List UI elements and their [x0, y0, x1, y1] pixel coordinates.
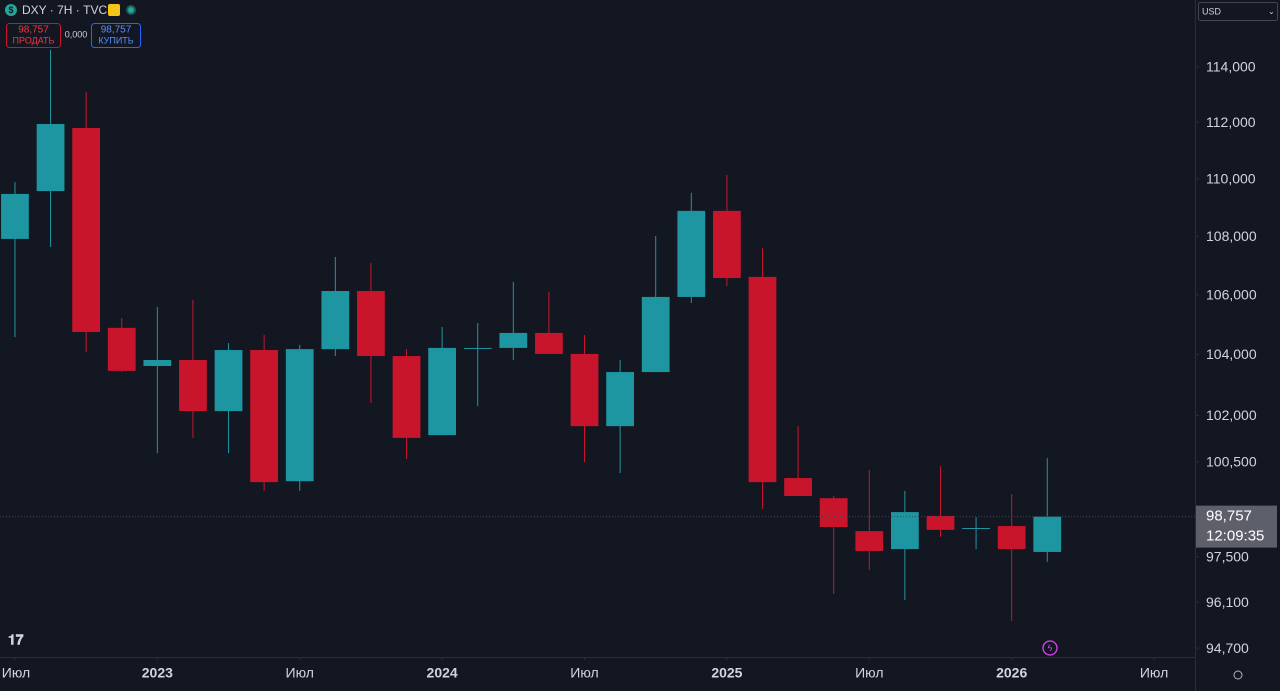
candle-body	[926, 515, 955, 530]
symbol-icon	[5, 4, 17, 16]
candle-body	[143, 359, 172, 367]
sell-button[interactable]	[6, 23, 61, 48]
y-tick-label: 112,000	[1206, 114, 1256, 130]
tv-logo: 𝟏𝟕	[8, 632, 24, 648]
status-dot-inner	[128, 7, 134, 13]
x-tick-label: 2025	[711, 665, 742, 681]
lightning-icon[interactable]	[1042, 640, 1058, 656]
x-tick-label: Июл	[1140, 665, 1168, 681]
x-tick-label: 2024	[427, 665, 458, 681]
candle-body	[357, 291, 385, 357]
x-tick-label: 2026	[996, 665, 1027, 681]
symbol-title: DXY · 7Н · TVC	[22, 3, 107, 17]
countdown: 12:09:35	[1206, 528, 1264, 545]
candle-body	[819, 498, 848, 528]
sell-label: ПРОДАТЬ	[13, 35, 55, 45]
y-tick-label: 102,000	[1206, 407, 1257, 423]
candle-body	[214, 350, 243, 412]
y-tick-label: 114,000	[1206, 59, 1256, 75]
candle-body	[1033, 516, 1062, 552]
y-tick-label: 110,000	[1206, 171, 1256, 187]
settings-icon[interactable]	[1233, 670, 1243, 680]
x-tick-label: Июл	[855, 665, 883, 681]
candle-body	[641, 296, 670, 373]
candle-body	[179, 359, 207, 412]
x-tick-label: Июл	[570, 665, 598, 681]
x-tick-label: 2023	[142, 665, 173, 681]
x-tick-label: Июл	[2, 665, 30, 681]
currency: USD	[1202, 6, 1222, 16]
candle-body	[428, 347, 457, 436]
candle-body	[784, 478, 812, 496]
candle-body	[499, 332, 528, 348]
y-tick-label: 106,000	[1206, 287, 1257, 303]
y-tick-label: 104,000	[1206, 346, 1257, 362]
buy-label: КУПИТЬ	[98, 35, 133, 45]
candle-body	[36, 124, 65, 192]
candle-body	[321, 291, 350, 350]
candle-body	[606, 372, 634, 427]
candle-body	[72, 127, 101, 333]
x-tick-label: Июл	[286, 665, 314, 681]
spread: 0,000	[65, 29, 88, 39]
y-tick-label: 108,000	[1206, 228, 1257, 244]
y-tick-label: 100,500	[1206, 454, 1257, 470]
last-price-label: 98,757	[1206, 508, 1252, 525]
y-tick-label: 97,500	[1206, 548, 1249, 564]
candle-body	[570, 353, 599, 427]
candle-body	[890, 512, 919, 550]
y-tick-label: 94,700	[1206, 640, 1249, 656]
buy-button[interactable]	[91, 23, 141, 48]
flag-icon[interactable]	[108, 4, 120, 16]
candle-body	[392, 356, 421, 438]
candle-body	[855, 531, 884, 551]
currency-select[interactable]	[1198, 2, 1278, 21]
sell-price: 98,757	[18, 25, 49, 36]
candle-body	[677, 210, 706, 297]
y-tick-label: 96,100	[1206, 594, 1249, 610]
candle-body	[713, 210, 741, 279]
dropdown-arrow: ⌄	[1268, 7, 1275, 16]
candle-body	[463, 347, 492, 349]
candle-body	[962, 527, 990, 529]
candle-body	[997, 526, 1026, 550]
candle-body	[107, 327, 136, 371]
candle-body	[1, 193, 29, 239]
last-price-box	[1196, 505, 1277, 548]
candle-body	[285, 349, 314, 482]
candle-body	[535, 332, 563, 354]
candle-body	[748, 276, 777, 483]
buy-price: 98,757	[101, 25, 132, 36]
symbol-icon-glyph: $	[8, 5, 13, 15]
lightning-glyph: ϟ	[1048, 643, 1053, 653]
plot-area: 114,000 112,000 110,000 108,000 106,000 104,0…	[0, 49, 1277, 681]
candle-body	[250, 350, 279, 483]
